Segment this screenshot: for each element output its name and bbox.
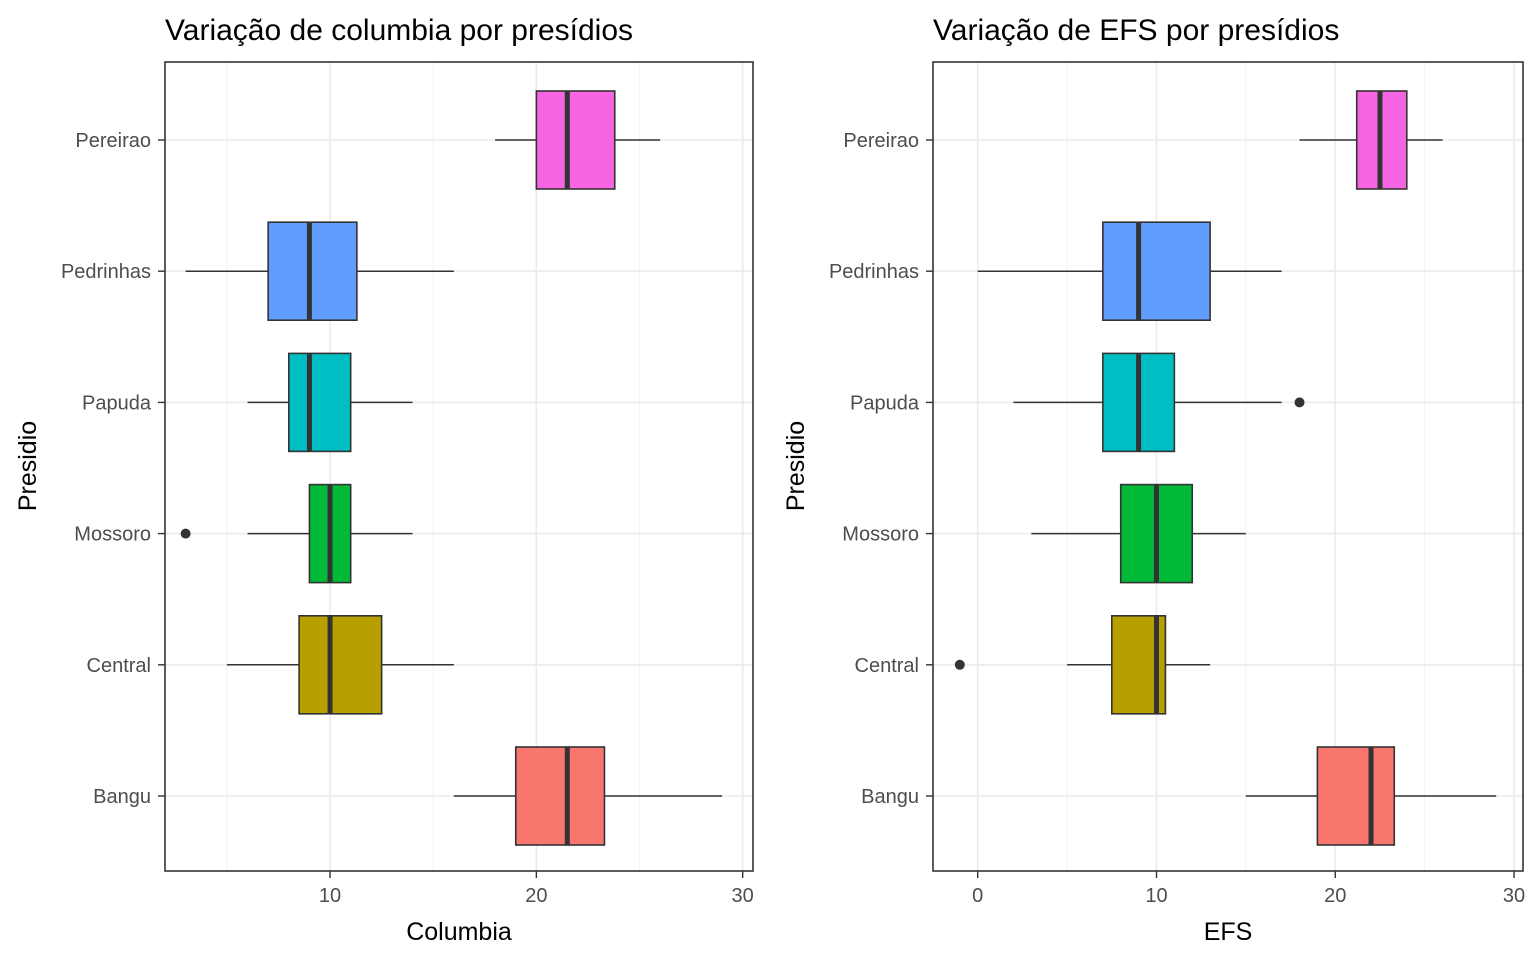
box-iqr xyxy=(298,614,383,715)
chart-panel-efs: Variação de EFS por presídios 0 10 20 30 Ban… xyxy=(782,14,1525,946)
box-iqr xyxy=(1316,746,1396,846)
outlier-point xyxy=(1294,397,1305,408)
x-tick-label: 30 xyxy=(732,885,754,907)
y-axis-title: Presidio xyxy=(782,421,810,511)
box-pedrinhas xyxy=(977,221,1282,321)
y-tick-label: Bangu xyxy=(93,786,151,808)
x-tick-label: 20 xyxy=(525,885,547,907)
panel-border xyxy=(164,61,754,872)
y-tick-label: Central xyxy=(87,655,151,677)
box-bangu xyxy=(453,746,723,846)
box-central xyxy=(954,614,1211,715)
outlier-point xyxy=(180,528,191,539)
box-mossoro xyxy=(1031,483,1246,584)
boxes xyxy=(954,90,1497,846)
y-tick-label: Bangu xyxy=(861,786,919,808)
x-axis-title: Columbia xyxy=(406,918,512,946)
y-tick-label: Pedrinhas xyxy=(61,261,151,283)
box-bangu xyxy=(1245,746,1497,846)
box-iqr xyxy=(1102,221,1211,321)
x-tick-label: 10 xyxy=(1145,885,1167,907)
chart-panel-columbia: Variação de columbia por presídios 10 20 3… xyxy=(14,14,754,946)
chart-title: Variação de columbia por presídios xyxy=(165,14,633,47)
box-central xyxy=(226,614,454,715)
outlier-point xyxy=(954,659,965,670)
x-tick-label: 10 xyxy=(319,885,341,907)
box-iqr xyxy=(535,90,616,190)
panel-border xyxy=(932,61,1524,872)
y-axis-title: Presidio xyxy=(14,421,42,511)
grid xyxy=(933,62,1523,871)
box-papuda xyxy=(1013,352,1305,453)
x-tick-label: 0 xyxy=(972,885,983,907)
grid xyxy=(165,62,753,871)
chart-title: Variação de EFS por presídios xyxy=(933,14,1339,47)
y-tick-label: Pedrinhas xyxy=(829,261,919,283)
y-tick-label: Papuda xyxy=(82,392,152,414)
y-tick-label: Mossoro xyxy=(842,524,919,546)
y-tick-label: Papuda xyxy=(850,392,920,414)
ticks: 0 10 20 30 Bangu Central Mossoro Papuda Pedrinha… xyxy=(829,130,1525,907)
box-iqr xyxy=(514,746,606,846)
y-tick-label: Central xyxy=(855,655,919,677)
x-tick-label: 20 xyxy=(1324,885,1346,907)
box-iqr xyxy=(287,352,352,453)
x-axis-title: EFS xyxy=(1204,918,1253,946)
y-tick-label: Pereirao xyxy=(843,130,919,152)
y-tick-label: Mossoro xyxy=(74,524,151,546)
box-pereirao xyxy=(495,90,661,190)
boxes xyxy=(180,90,723,846)
box-pereirao xyxy=(1299,90,1443,190)
box-pedrinhas xyxy=(185,221,454,321)
box-iqr xyxy=(267,221,358,321)
x-tick-label: 30 xyxy=(1503,885,1525,907)
box-papuda xyxy=(247,352,413,453)
box-mossoro xyxy=(180,483,413,584)
ticks: 10 20 30 Bangu Central Mossoro Papuda Pedrinhas… xyxy=(61,130,754,907)
y-tick-label: Pereirao xyxy=(75,130,151,152)
